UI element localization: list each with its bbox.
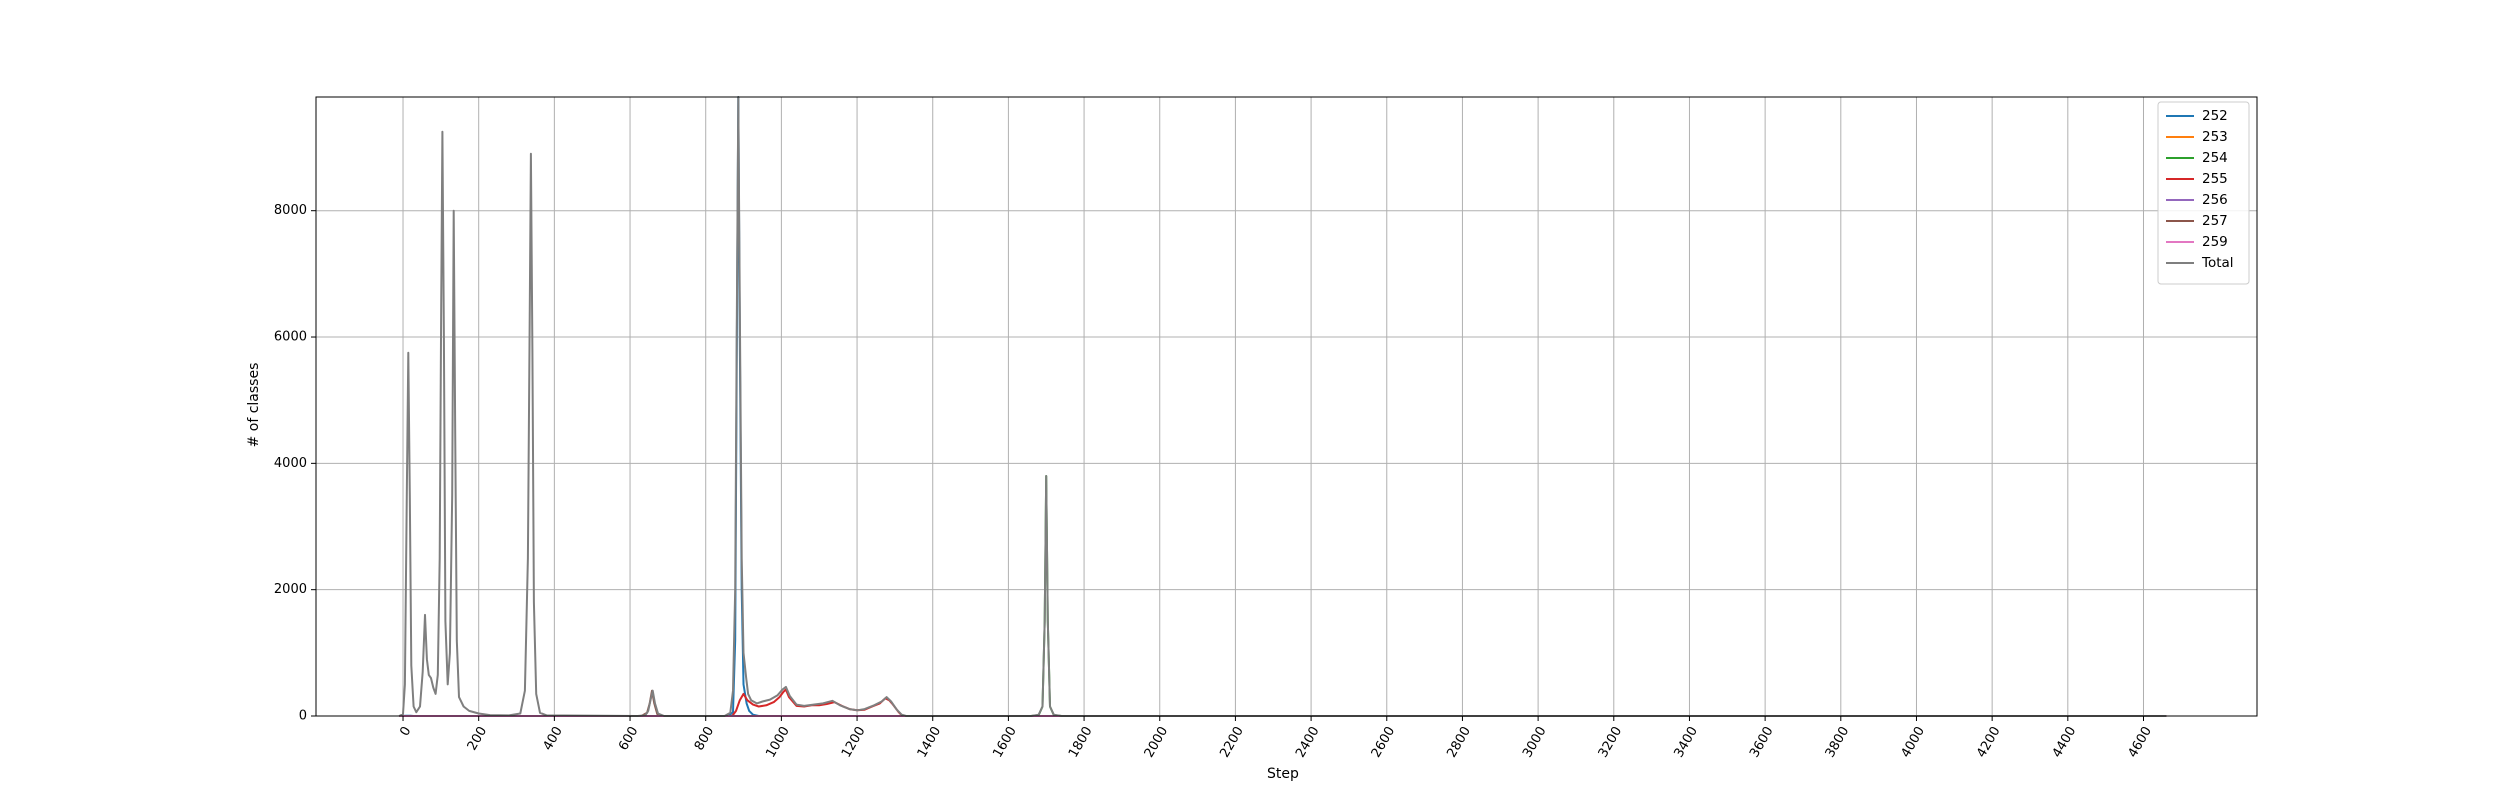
legend-label: 256 — [2202, 192, 2228, 208]
y-tick-label: 8000 — [274, 203, 307, 218]
y-tick-label: 4000 — [274, 456, 307, 471]
plot-frame — [315, 96, 2258, 717]
y-axis-label: # of classes — [246, 363, 262, 448]
y-tick-label: 6000 — [274, 330, 307, 345]
legend-label: Total — [2201, 255, 2234, 271]
legend-label: 254 — [2202, 150, 2228, 166]
y-axis: 0 2000 4000 6000 8000 — [274, 203, 316, 724]
y-tick-label: 0 — [299, 709, 307, 724]
legend-label: 259 — [2202, 234, 2228, 250]
legend: 252 253 254 255 256 257 259 Total — [2157, 101, 2250, 285]
y-tick-label: 2000 — [274, 582, 307, 597]
legend-frame — [2157, 101, 2250, 285]
legend-label: 257 — [2202, 213, 2228, 229]
x-axis-label: Step — [1267, 766, 1299, 782]
legend-label: 252 — [2202, 108, 2228, 124]
series-line — [398, 96, 2167, 717]
legend-label: 255 — [2202, 171, 2228, 187]
legend-label: 253 — [2202, 129, 2228, 145]
